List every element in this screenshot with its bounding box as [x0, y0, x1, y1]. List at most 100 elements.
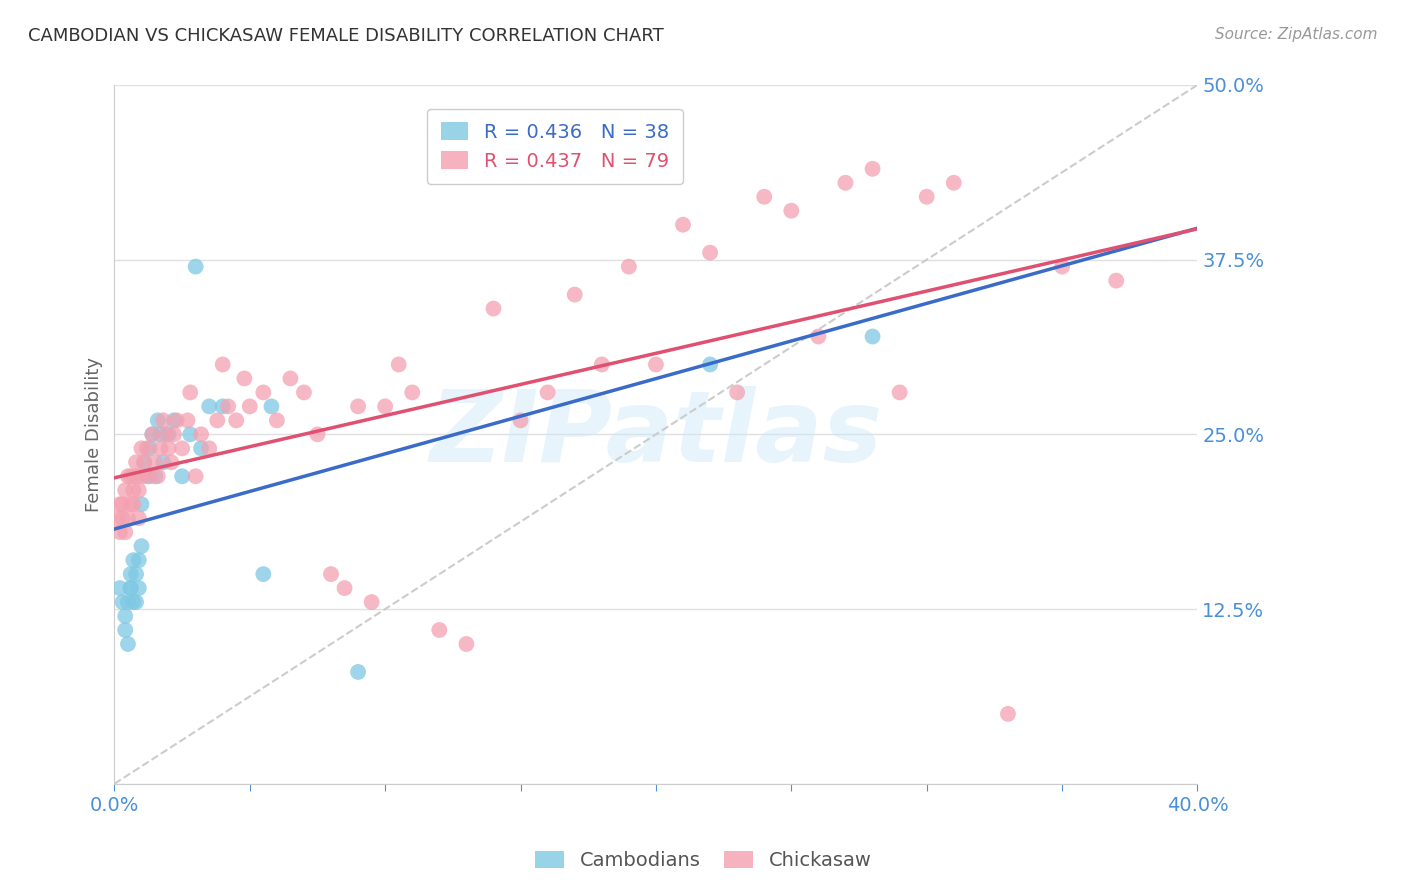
Point: [645, 358, 668, 372]
Point: [509, 413, 531, 427]
Point: [211, 400, 233, 414]
Point: [179, 385, 201, 400]
Point: [834, 176, 856, 190]
Point: [915, 190, 938, 204]
Point: [360, 595, 382, 609]
Point: [401, 385, 423, 400]
Point: [292, 385, 315, 400]
Point: [754, 190, 776, 204]
Point: [125, 595, 148, 609]
Point: [155, 427, 177, 442]
Point: [131, 539, 153, 553]
Point: [862, 161, 884, 176]
Point: [117, 595, 139, 609]
Point: [672, 218, 695, 232]
Point: [149, 442, 172, 456]
Point: [114, 623, 136, 637]
Point: [176, 413, 198, 427]
Point: [114, 483, 136, 498]
Point: [190, 427, 212, 442]
Point: [152, 413, 174, 427]
Point: [134, 455, 156, 469]
Point: [152, 455, 174, 469]
Point: [131, 497, 153, 511]
Point: [1105, 274, 1128, 288]
Point: [564, 287, 586, 301]
Point: [128, 581, 150, 595]
Point: [163, 427, 186, 442]
Point: [138, 469, 160, 483]
Point: [427, 623, 450, 637]
Point: [184, 469, 207, 483]
Point: [122, 497, 145, 511]
Point: [207, 413, 229, 427]
Point: [725, 385, 748, 400]
Point: [108, 581, 131, 595]
Point: [160, 455, 183, 469]
Point: [807, 329, 830, 343]
Point: [122, 483, 145, 498]
Point: [125, 455, 148, 469]
Point: [117, 511, 139, 525]
Point: [1050, 260, 1073, 274]
Point: [280, 371, 302, 385]
Point: [149, 427, 172, 442]
Point: [307, 427, 329, 442]
Point: [889, 385, 911, 400]
Point: [143, 469, 166, 483]
Point: [120, 581, 142, 595]
Point: [184, 260, 207, 274]
Point: [141, 427, 163, 442]
Point: [333, 581, 356, 595]
Point: [117, 469, 139, 483]
Point: [699, 245, 721, 260]
Point: [131, 442, 153, 456]
Point: [138, 442, 160, 456]
Point: [125, 567, 148, 582]
Point: [347, 400, 370, 414]
Point: [319, 567, 342, 582]
Point: [536, 385, 558, 400]
Point: [108, 525, 131, 540]
Point: [233, 371, 256, 385]
Point: [239, 400, 262, 414]
Point: [134, 455, 156, 469]
Point: [122, 553, 145, 567]
Point: [252, 385, 274, 400]
Point: [266, 413, 288, 427]
Point: [172, 442, 194, 456]
Point: [374, 400, 396, 414]
Point: [146, 413, 169, 427]
Point: [105, 511, 128, 525]
Point: [135, 442, 157, 456]
Point: [128, 553, 150, 567]
Text: CAMBODIAN VS CHICKASAW FEMALE DISABILITY CORRELATION CHART: CAMBODIAN VS CHICKASAW FEMALE DISABILITY…: [28, 27, 664, 45]
Point: [862, 329, 884, 343]
Point: [120, 581, 142, 595]
Point: [617, 260, 640, 274]
Point: [997, 706, 1019, 721]
Point: [128, 511, 150, 525]
Point: [111, 497, 134, 511]
Point: [482, 301, 505, 316]
Point: [252, 567, 274, 582]
Text: Source: ZipAtlas.com: Source: ZipAtlas.com: [1215, 27, 1378, 42]
Point: [146, 469, 169, 483]
Point: [190, 442, 212, 456]
Point: [942, 176, 965, 190]
Point: [198, 442, 221, 456]
Point: [198, 400, 221, 414]
Point: [163, 413, 186, 427]
Point: [117, 637, 139, 651]
Point: [260, 400, 283, 414]
Point: [166, 413, 188, 427]
Point: [111, 511, 134, 525]
Point: [347, 665, 370, 679]
Point: [120, 567, 142, 582]
Point: [179, 427, 201, 442]
Point: [141, 427, 163, 442]
Legend: R = 0.436   N = 38, R = 0.437   N = 79: R = 0.436 N = 38, R = 0.437 N = 79: [427, 109, 682, 185]
Point: [699, 358, 721, 372]
Point: [225, 413, 247, 427]
Point: [111, 595, 134, 609]
